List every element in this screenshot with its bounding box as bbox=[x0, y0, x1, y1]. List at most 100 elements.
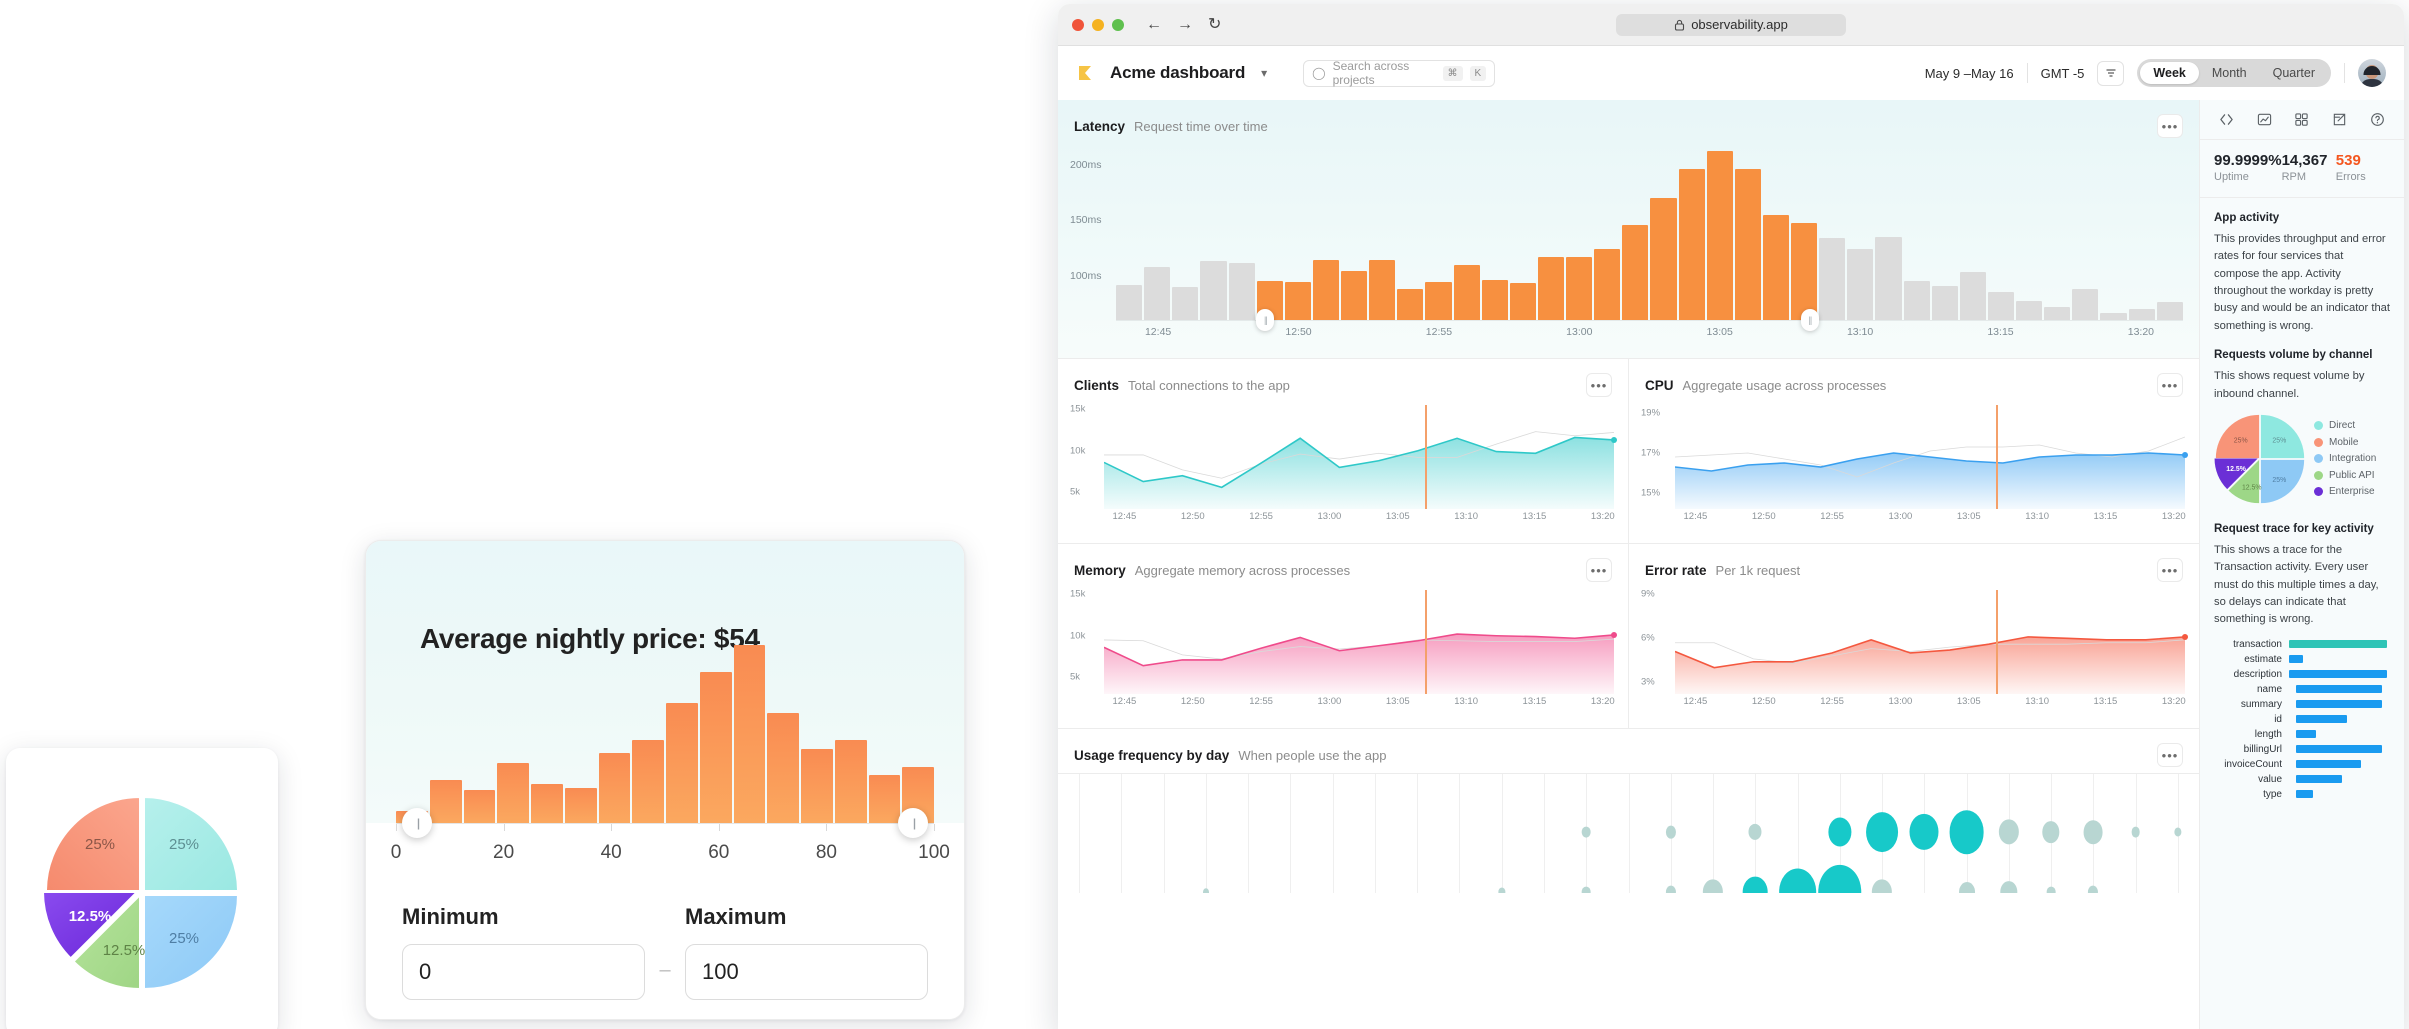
latency-bar[interactable] bbox=[1509, 283, 1536, 320]
maximum-input[interactable] bbox=[685, 944, 928, 1000]
usage-blob[interactable] bbox=[1871, 879, 1893, 893]
help-icon[interactable] bbox=[2370, 112, 2385, 127]
latency-bar[interactable] bbox=[2072, 288, 2099, 320]
period-segmented-control[interactable]: Week Month Quarter bbox=[2137, 59, 2331, 87]
usage-blob[interactable] bbox=[2174, 827, 2182, 837]
latency-bar[interactable] bbox=[1987, 292, 2014, 320]
latency-bar[interactable] bbox=[1341, 271, 1368, 320]
window-controls[interactable] bbox=[1072, 18, 1124, 31]
latency-bar[interactable] bbox=[1903, 281, 1930, 320]
external-link-icon[interactable] bbox=[2332, 112, 2347, 127]
latency-bar[interactable] bbox=[1622, 224, 1649, 320]
grid-icon[interactable] bbox=[2294, 112, 2309, 127]
reload-icon[interactable]: ↻ bbox=[1208, 15, 1222, 33]
forward-arrow-icon[interactable]: → bbox=[1177, 15, 1193, 33]
segment-week[interactable]: Week bbox=[2140, 62, 2199, 84]
minimize-icon[interactable] bbox=[1092, 18, 1104, 31]
usage-blob[interactable] bbox=[1748, 823, 1762, 841]
address-bar[interactable]: observability.app bbox=[1616, 13, 1846, 36]
sidebar-icon-bar[interactable] bbox=[2200, 100, 2404, 140]
usage-blob[interactable] bbox=[1742, 876, 1768, 893]
latency-bar[interactable] bbox=[1228, 263, 1255, 320]
back-arrow-icon[interactable]: ← bbox=[1146, 15, 1162, 33]
chart-icon[interactable] bbox=[2257, 112, 2272, 127]
latency-bar[interactable] bbox=[1762, 214, 1789, 320]
latency-bar[interactable] bbox=[1144, 266, 1171, 320]
latency-bar[interactable] bbox=[1397, 288, 1424, 320]
usage-blob[interactable] bbox=[1778, 868, 1817, 893]
latency-bar[interactable] bbox=[1706, 151, 1733, 320]
latency-range-right-handle[interactable] bbox=[1800, 309, 1819, 331]
browser-nav-buttons[interactable]: ← → ↻ bbox=[1146, 15, 1222, 33]
clients-menu-button[interactable]: ••• bbox=[1586, 373, 1612, 397]
latency-bar[interactable] bbox=[1959, 272, 1986, 320]
latency-bar[interactable] bbox=[1453, 264, 1480, 320]
error-rate-menu-button[interactable]: ••• bbox=[2157, 558, 2183, 582]
usage-blob[interactable] bbox=[1665, 885, 1676, 893]
minimum-input[interactable] bbox=[402, 944, 645, 1000]
usage-blob[interactable] bbox=[1498, 887, 1506, 893]
usage-blob[interactable] bbox=[2046, 886, 2056, 893]
usage-blob[interactable] bbox=[2131, 826, 2140, 838]
latency-bar[interactable] bbox=[1791, 223, 1818, 320]
usage-blob[interactable] bbox=[1909, 813, 1939, 851]
latency-bar[interactable] bbox=[1284, 282, 1311, 320]
latency-bar[interactable] bbox=[1734, 169, 1761, 320]
latency-bar[interactable] bbox=[1650, 197, 1677, 320]
latency-bar[interactable] bbox=[1312, 260, 1339, 320]
search-input[interactable]: ◯ Search across projects ⌘ K bbox=[1303, 59, 1496, 87]
usage-blob[interactable] bbox=[1581, 826, 1591, 838]
range-slider-left-handle[interactable] bbox=[402, 808, 432, 838]
range-slider-right-handle[interactable] bbox=[898, 808, 928, 838]
usage-blob[interactable] bbox=[2000, 881, 2018, 893]
usage-blob[interactable] bbox=[1202, 888, 1209, 893]
latency-bar[interactable] bbox=[1481, 280, 1508, 320]
latency-bar[interactable] bbox=[2100, 313, 2127, 320]
latency-bar[interactable] bbox=[1819, 237, 1846, 320]
latency-bar[interactable] bbox=[1566, 256, 1593, 320]
usage-blob[interactable] bbox=[1866, 812, 1898, 852]
usage-blob[interactable] bbox=[1998, 819, 2019, 845]
latency-bar[interactable] bbox=[1594, 248, 1621, 320]
segment-month[interactable]: Month bbox=[2211, 66, 2247, 80]
memory-menu-button[interactable]: ••• bbox=[1586, 558, 1612, 582]
price-range-slider[interactable] bbox=[396, 808, 934, 838]
cpu-menu-button[interactable]: ••• bbox=[2157, 373, 2183, 397]
latency-bar[interactable] bbox=[1847, 248, 1874, 320]
latency-bar[interactable] bbox=[1537, 256, 1564, 320]
latency-bar[interactable] bbox=[1369, 260, 1396, 320]
latency-menu-button[interactable]: ••• bbox=[2157, 114, 2183, 138]
usage-blob[interactable] bbox=[1958, 882, 1975, 893]
usage-blob[interactable] bbox=[1818, 864, 1862, 893]
latency-bar[interactable] bbox=[1172, 286, 1199, 320]
latency-bar[interactable] bbox=[1875, 236, 1902, 320]
latency-bar[interactable] bbox=[1678, 169, 1705, 320]
latency-bar[interactable] bbox=[2016, 301, 2043, 320]
usage-blob[interactable] bbox=[2083, 820, 2103, 844]
latency-range-left-handle[interactable] bbox=[1256, 309, 1275, 331]
latency-bar[interactable] bbox=[1425, 282, 1452, 320]
latency-bar[interactable] bbox=[2128, 308, 2155, 320]
usage-blob[interactable] bbox=[1949, 810, 1984, 854]
avatar[interactable] bbox=[2358, 59, 2386, 87]
latency-bar[interactable] bbox=[2044, 306, 2071, 320]
latency-bar[interactable] bbox=[1116, 284, 1143, 320]
usage-blob[interactable] bbox=[1665, 825, 1676, 839]
latency-bar[interactable] bbox=[2156, 302, 2183, 320]
filter-button[interactable] bbox=[2097, 60, 2125, 86]
chevron-down-icon[interactable]: ▾ bbox=[1261, 66, 1268, 80]
usage-blob[interactable] bbox=[2088, 885, 2099, 893]
usage-blob[interactable] bbox=[1828, 817, 1852, 847]
usage-blob[interactable] bbox=[1702, 879, 1724, 893]
close-icon[interactable] bbox=[1072, 18, 1084, 31]
latency-bar[interactable] bbox=[1200, 261, 1227, 320]
usage-blob[interactable] bbox=[2042, 821, 2060, 843]
date-range-label[interactable]: May 9 –May 16 bbox=[1924, 65, 2014, 81]
latency-bar[interactable] bbox=[1931, 285, 1958, 320]
code-icon[interactable] bbox=[2219, 112, 2234, 127]
usage-menu-button[interactable]: ••• bbox=[2157, 743, 2183, 767]
usage-blob[interactable] bbox=[1581, 886, 1591, 893]
maximize-icon[interactable] bbox=[1112, 18, 1124, 31]
timezone-label[interactable]: GMT -5 bbox=[2040, 65, 2085, 81]
segment-quarter[interactable]: Quarter bbox=[2272, 66, 2315, 80]
